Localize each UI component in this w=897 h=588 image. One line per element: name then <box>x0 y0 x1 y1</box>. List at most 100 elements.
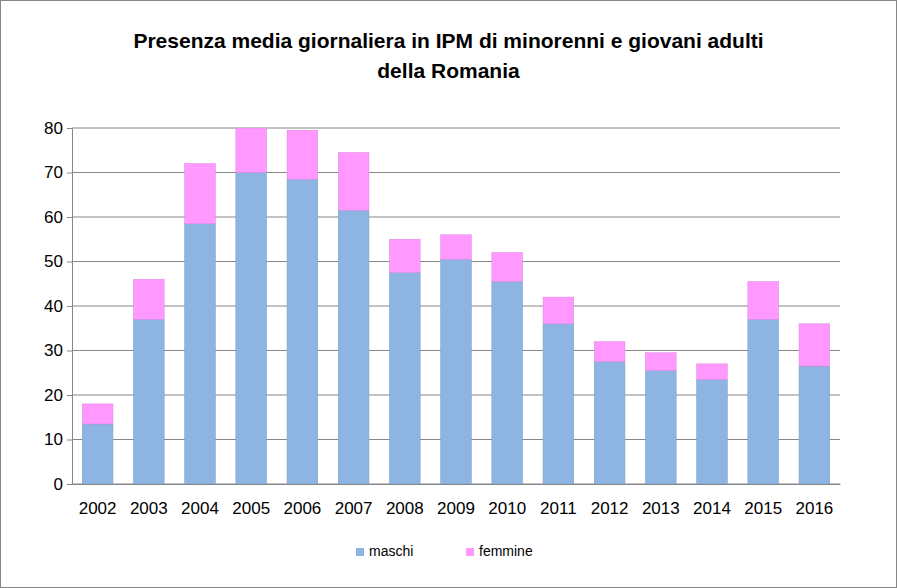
x-tick: 2008 <box>386 484 424 518</box>
y-tick-label: 60 <box>44 208 63 227</box>
chart-border <box>1 1 897 588</box>
title: Presenza media giornaliera in IPM di min… <box>133 29 763 82</box>
legend-swatch <box>466 548 474 556</box>
bar-segment <box>338 152 369 210</box>
y-tick-label: 10 <box>44 430 63 449</box>
bar-segment <box>389 239 420 272</box>
legend: maschi femmine <box>356 543 533 559</box>
x-tick: 2010 <box>488 484 526 518</box>
grid-line <box>72 128 840 129</box>
bar-segment <box>236 128 267 173</box>
bar-segment <box>697 364 728 380</box>
x-tick-label: 2015 <box>744 499 782 518</box>
bar-segment <box>133 319 164 484</box>
x-tick: 2016 <box>795 484 833 518</box>
x-tick-label: 2011 <box>540 499 577 518</box>
bar-segment <box>697 379 728 484</box>
x-tick: 2013 <box>642 484 680 518</box>
bar-segment <box>287 179 318 484</box>
x-tick-label: 2014 <box>693 499 731 518</box>
x-tick: 2004 <box>181 484 219 518</box>
bar-segment <box>185 224 216 484</box>
x-tick: 2007 <box>335 484 373 518</box>
legend-label: maschi <box>369 543 413 559</box>
y-tick: 50 <box>44 252 72 271</box>
bar-segment <box>82 404 113 424</box>
legend-swatch <box>356 548 364 556</box>
x-tick-label: 2013 <box>642 499 680 518</box>
bar-segment <box>236 173 267 485</box>
x-tick-label: 2012 <box>591 499 629 518</box>
y-tick-mark <box>67 173 72 174</box>
x-tick: 2012 <box>591 484 629 518</box>
y-tick-label: 40 <box>44 297 63 316</box>
x-tick: 2006 <box>283 484 321 518</box>
x-tick-label: 2002 <box>79 499 117 518</box>
x-tick: 2014 <box>693 484 731 518</box>
bar-segment <box>133 279 164 319</box>
x-tick: 2011 <box>540 484 577 518</box>
bar-segment <box>441 235 472 259</box>
y-tick-mark <box>67 128 72 129</box>
x-tick-label: 2010 <box>488 499 526 518</box>
bar-segment <box>492 253 523 282</box>
bar-segment <box>185 164 216 224</box>
x-tick: 2005 <box>232 484 270 518</box>
x-tick: 2002 <box>79 484 117 518</box>
bar-segment <box>748 282 779 320</box>
y-tick: 30 <box>44 341 72 360</box>
bar-segment <box>799 366 830 484</box>
y-axis-line <box>67 129 73 485</box>
y-tick-mark <box>67 262 72 263</box>
y-tick-mark <box>67 217 72 218</box>
bar-segment <box>645 371 676 484</box>
x-tick: 2015 <box>744 484 782 518</box>
y-tick-mark <box>67 395 72 396</box>
x-tick-label: 2009 <box>437 499 475 518</box>
x-tick: 2009 <box>437 484 475 518</box>
y-tick: 0 <box>54 475 72 494</box>
y-tick: 60 <box>44 208 72 227</box>
y-tick-mark <box>67 440 72 441</box>
x-tick-label: 2016 <box>795 499 833 518</box>
y-tick-mark <box>67 484 72 485</box>
x-tick-label: 2006 <box>283 499 321 518</box>
y-tick: 80 <box>44 119 72 138</box>
bar-segment <box>441 259 472 484</box>
x-tick-label: 2008 <box>386 499 424 518</box>
bar-segment <box>492 282 523 484</box>
chart: Presenza media giornaliera in IPM di min… <box>0 0 897 588</box>
x-axis-line <box>73 484 841 485</box>
bar-segment <box>82 424 113 484</box>
y-tick-mark <box>67 351 72 352</box>
bar-segment <box>389 273 420 484</box>
y-tick-label: 70 <box>44 163 63 182</box>
y-tick-label: 50 <box>44 252 63 271</box>
x-tick-label: 2004 <box>181 499 219 518</box>
y-tick-label: 0 <box>54 475 63 494</box>
bar-segment <box>645 353 676 371</box>
y-tick-mark <box>67 306 72 307</box>
bar-segment <box>594 362 625 484</box>
x-tick-label: 2007 <box>335 499 373 518</box>
legend-label: femmine <box>479 543 533 559</box>
bar-segment <box>799 324 830 366</box>
bar-segment <box>543 324 574 484</box>
y-axis: 0 10 20 30 40 50 60 70 80 <box>44 119 72 494</box>
y-tick-label: 30 <box>44 341 63 360</box>
bar-segment <box>748 319 779 484</box>
y-tick: 40 <box>44 297 72 316</box>
bars <box>82 128 830 484</box>
bar-segment <box>594 342 625 362</box>
y-tick-label: 80 <box>44 119 63 138</box>
y-tick: 70 <box>44 163 72 182</box>
x-tick-label: 2003 <box>130 499 168 518</box>
x-axis: 2002 2003 2004 2005 2006 2007 2008 2009 2010 2011… <box>73 484 841 518</box>
bar-segment <box>338 210 369 484</box>
y-tick: 20 <box>44 386 72 405</box>
y-tick: 10 <box>44 430 72 449</box>
bar-segment <box>543 297 574 324</box>
x-tick: 2003 <box>130 484 168 518</box>
x-tick-label: 2005 <box>232 499 270 518</box>
y-tick-label: 20 <box>44 386 63 405</box>
